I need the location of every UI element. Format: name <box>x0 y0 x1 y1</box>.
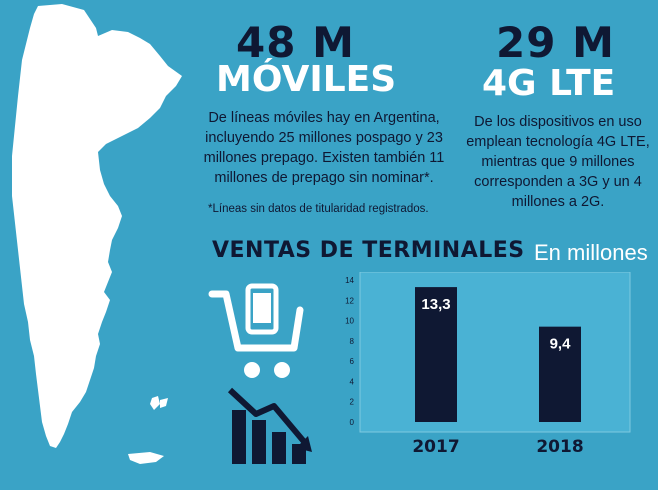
desc-line: mientras que 9 millones <box>481 154 635 170</box>
desc-line: incluyendo 25 millones pospago y 23 <box>205 130 443 146</box>
desc-line: De los dispositivos en uso <box>474 114 642 130</box>
x-category-label: 2017 <box>412 437 459 457</box>
plot-area <box>359 272 631 433</box>
y-tick-label: 2 <box>350 398 355 407</box>
declining-bars-icon <box>227 387 312 464</box>
bar <box>415 287 457 422</box>
section-title: VENTAS DE TERMINALES <box>212 238 525 263</box>
shopping-cart-phone-icon <box>208 283 304 378</box>
lines-footnote: *Líneas sin datos de titularidad registr… <box>208 203 429 215</box>
bar <box>539 326 581 422</box>
devices-stat-number: 29 M <box>496 18 615 67</box>
y-tick-label: 0 <box>350 418 355 427</box>
desc-line: millones a 2G. <box>511 194 605 210</box>
desc-line: millones prepago. Existen también 11 <box>203 150 445 166</box>
desc-line: emplean tecnología 4G LTE, <box>466 134 650 150</box>
devices-stat-label: 4G LTE <box>482 63 616 104</box>
bar-value-label: 13,3 <box>421 296 450 313</box>
lines-stat-label: MÓVILES <box>216 59 397 100</box>
y-tick-label: 14 <box>345 276 354 285</box>
bar-value-label: 9,4 <box>550 336 572 353</box>
lines-stat-number: 48 M <box>236 18 355 67</box>
y-tick-label: 10 <box>345 317 354 326</box>
y-tick-label: 6 <box>350 357 355 366</box>
y-tick-label: 4 <box>350 377 355 386</box>
sales-bar-chart: 0 2 4 6 8 10 12 14 13,3 2017 9,4 2018 <box>345 272 631 457</box>
argentina-map-icon <box>12 4 182 464</box>
y-tick-label: 12 <box>345 296 354 305</box>
devices-description: De los dispositivos en uso emplean tecno… <box>464 112 652 212</box>
section-subtitle: En millones <box>534 240 648 265</box>
desc-line: millones de prepago sin nominar*. <box>214 170 434 186</box>
y-tick-label: 8 <box>350 337 355 346</box>
lines-description: De líneas móviles hay en Argentina, incl… <box>192 108 456 188</box>
x-category-label: 2018 <box>536 437 583 457</box>
desc-line: De líneas móviles hay en Argentina, <box>208 110 440 126</box>
desc-line: corresponden a 3G y un 4 <box>474 174 642 190</box>
